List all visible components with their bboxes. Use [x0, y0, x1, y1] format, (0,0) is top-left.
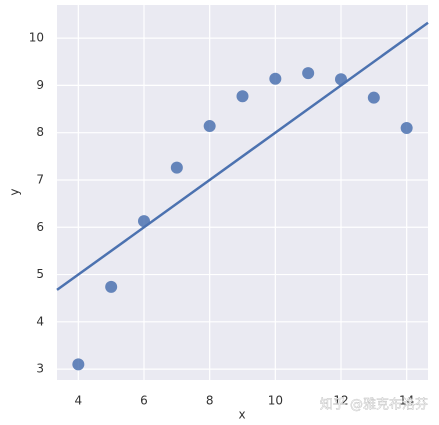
- y-tick-label: 5: [36, 267, 44, 281]
- y-tick-label: 8: [36, 125, 44, 139]
- x-axis-label: x: [238, 408, 245, 422]
- point: [367, 91, 380, 104]
- y-axis-label: y: [8, 188, 22, 195]
- point: [269, 72, 282, 85]
- x-tick-label: 8: [206, 394, 214, 408]
- point: [105, 280, 118, 293]
- regression-line: [56, 21, 429, 291]
- y-tick-label: 3: [36, 362, 44, 376]
- x-tick-label: 12: [333, 394, 348, 408]
- x-tick-label: 6: [140, 394, 148, 408]
- x-tick-label: 10: [268, 394, 283, 408]
- point: [400, 121, 413, 134]
- plot-area: [57, 5, 428, 380]
- x-tick-label: 4: [75, 394, 83, 408]
- point: [302, 67, 315, 80]
- point: [203, 120, 216, 133]
- point: [236, 90, 249, 103]
- watermark: 知乎 @雅克布洛芬: [320, 397, 428, 413]
- point: [170, 161, 183, 174]
- y-tick-label: 10: [29, 31, 44, 45]
- x-tick-label: 14: [399, 394, 414, 408]
- y-tick-label: 4: [36, 314, 44, 328]
- y-tick-label: 6: [36, 220, 44, 234]
- point: [72, 358, 85, 371]
- y-tick-label: 7: [36, 172, 44, 186]
- y-tick-label: 9: [36, 78, 44, 92]
